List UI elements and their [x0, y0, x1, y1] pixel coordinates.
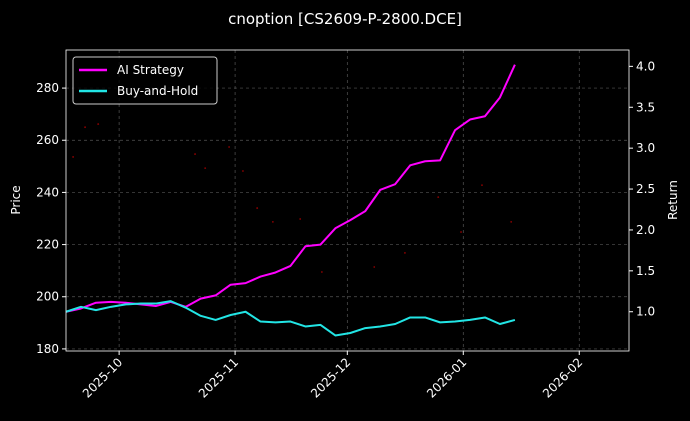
y2-tick-label: 2.0: [636, 223, 655, 237]
y2-axis-label: Return: [666, 180, 680, 220]
y-tick-label: 260: [36, 133, 59, 147]
price-point: [242, 170, 244, 172]
y2-tick-label: 1.0: [636, 305, 655, 319]
price-point: [437, 196, 440, 199]
y-tick-label: 180: [36, 342, 59, 356]
y-axis-label: Price: [9, 185, 23, 214]
chart-title: cnoption [CS2609-P-2800.DCE]: [228, 10, 462, 28]
price-point: [194, 153, 196, 155]
price-point: [320, 271, 323, 273]
plot-frame: [65, 49, 630, 352]
price-point: [460, 231, 462, 233]
series-line: [65, 300, 516, 337]
price-point: [204, 167, 207, 170]
price-point: [72, 156, 75, 158]
y2-tick-label: 3.0: [636, 141, 655, 155]
price-point: [373, 266, 376, 268]
legend-box: [72, 56, 218, 105]
legend-label: AI Strategy: [117, 63, 184, 77]
y2-tick-label: 4.0: [636, 59, 655, 73]
price-point: [271, 220, 274, 223]
price-point: [256, 207, 259, 209]
legend-label: Buy-and-Hold: [117, 84, 198, 98]
y-tick-label: 240: [36, 185, 59, 199]
price-point: [299, 218, 302, 220]
price-point: [228, 146, 231, 148]
y2-tick-label: 3.5: [636, 100, 655, 114]
price-point: [97, 123, 100, 125]
price-point: [404, 252, 406, 254]
price-point: [510, 220, 513, 223]
y-tick-label: 220: [36, 238, 59, 252]
y-tick-label: 280: [36, 81, 59, 95]
y2-tick-label: 1.5: [636, 264, 655, 278]
y-tick-label: 200: [36, 290, 59, 304]
price-point: [84, 126, 86, 129]
price-point: [481, 184, 483, 187]
y2-tick-label: 2.5: [636, 182, 655, 196]
